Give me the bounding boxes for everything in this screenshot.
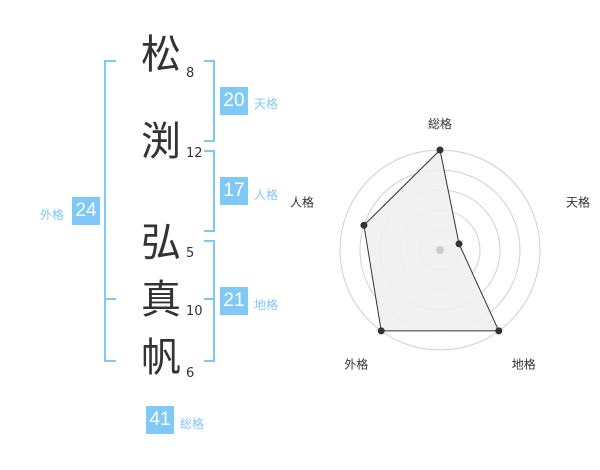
chikaku-label: 地格 — [254, 298, 279, 312]
name-char: 弘 — [141, 220, 181, 266]
radar-center — [436, 246, 444, 254]
gaikaku-bracket — [104, 60, 116, 362]
gaikaku-label: 外格 — [40, 208, 65, 222]
tenkaku-label: 天格 — [254, 97, 279, 111]
tenkaku-bracket — [204, 60, 215, 142]
bracket-tick — [106, 298, 116, 300]
jinkaku-label: 人格 — [254, 188, 279, 202]
chikaku-bracket — [204, 240, 215, 362]
jinkaku-bracket — [204, 150, 215, 232]
radar-axis-label: 天格 — [566, 194, 590, 209]
bracket-tick — [204, 298, 214, 300]
jinkaku-value: 17 — [220, 177, 248, 205]
radar-point — [495, 327, 503, 335]
radar-point — [360, 221, 368, 229]
name-char: 帆 — [141, 335, 181, 381]
stroke-count: 5 — [186, 246, 195, 261]
stroke-count: 12 — [186, 146, 203, 161]
name-char: 渕 — [141, 119, 181, 165]
stroke-count: 6 — [186, 366, 195, 381]
gaikaku-value: 24 — [72, 197, 100, 225]
radar-axis-label: 外格 — [344, 357, 368, 372]
name-char: 真 — [141, 277, 181, 323]
soukaku-value: 41 — [146, 406, 174, 434]
stroke-count: 10 — [186, 304, 203, 319]
soukaku-label: 総格 — [180, 417, 205, 431]
tenkaku-value: 20 — [220, 87, 248, 115]
name-char: 松 — [141, 32, 181, 78]
radar-point — [377, 327, 385, 335]
radar-axis-label: 人格 — [290, 194, 314, 209]
radar-area — [363, 148, 500, 332]
radar-point — [436, 146, 444, 154]
stroke-count: 8 — [186, 66, 195, 81]
radar-axis-label: 総格 — [428, 116, 452, 131]
chikaku-value: 21 — [220, 287, 248, 315]
radar-axis-label: 地格 — [512, 357, 536, 372]
radar-point — [455, 240, 463, 248]
